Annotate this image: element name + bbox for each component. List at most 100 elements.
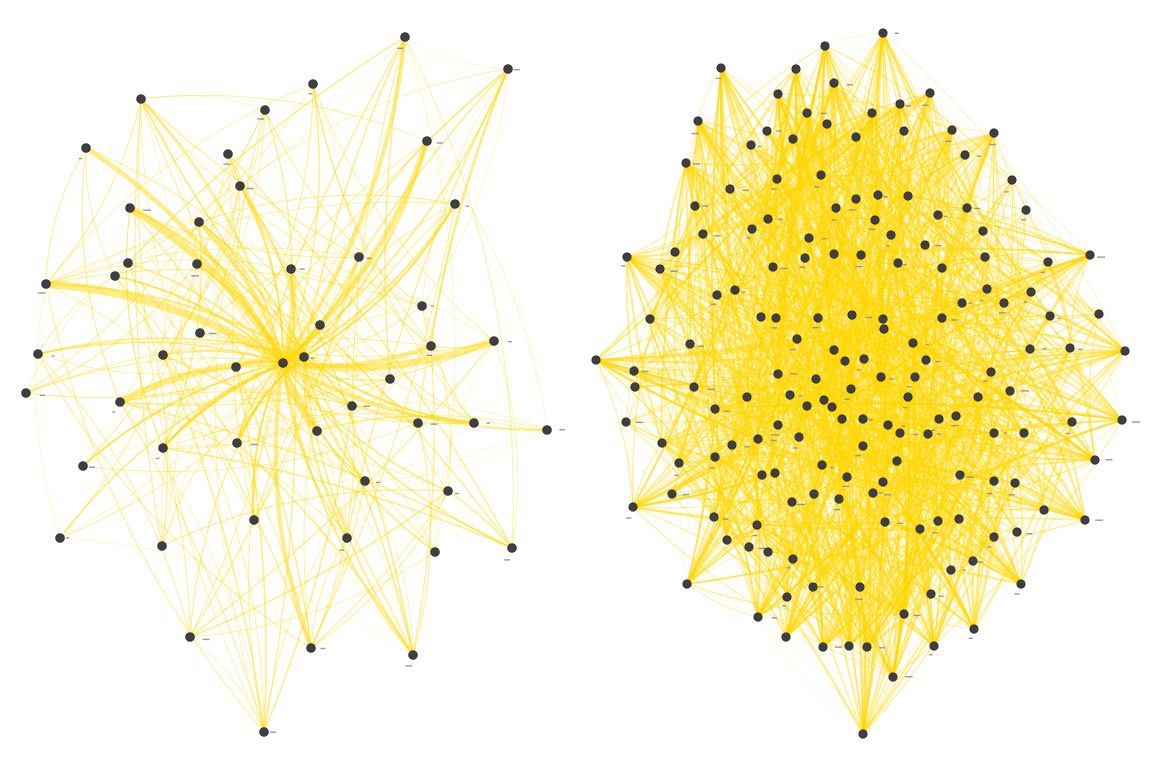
- graph-node[interactable]: [503, 64, 513, 74]
- graph-node[interactable]: [385, 374, 395, 384]
- graph-node[interactable]: [968, 556, 978, 566]
- graph-node[interactable]: [621, 417, 631, 427]
- graph-node[interactable]: [858, 414, 868, 424]
- graph-node[interactable]: [422, 136, 432, 146]
- graph-node[interactable]: [192, 259, 202, 269]
- graph-node[interactable]: [802, 401, 812, 411]
- graph-node[interactable]: [847, 310, 857, 320]
- graph-node[interactable]: [443, 486, 453, 496]
- graph-node[interactable]: [903, 191, 913, 201]
- graph-node[interactable]: [822, 119, 832, 129]
- graph-node[interactable]: [299, 352, 309, 362]
- graph-node[interactable]: [915, 524, 925, 534]
- graph-node[interactable]: [771, 313, 781, 323]
- graph-node[interactable]: [542, 425, 552, 435]
- graph-node[interactable]: [883, 420, 893, 430]
- graph-node[interactable]: [910, 372, 920, 382]
- graph-node[interactable]: [937, 313, 947, 323]
- graph-node[interactable]: [746, 140, 756, 150]
- graph-node[interactable]: [722, 535, 732, 545]
- graph-node[interactable]: [667, 489, 677, 499]
- graph-node[interactable]: [1080, 515, 1090, 525]
- graph-node[interactable]: [773, 89, 783, 99]
- graph-node[interactable]: [895, 428, 905, 438]
- graph-node[interactable]: [921, 355, 931, 365]
- graph-node[interactable]: [773, 420, 783, 430]
- graph-node[interactable]: [681, 158, 691, 168]
- graph-node[interactable]: [1010, 478, 1020, 488]
- graph-node[interactable]: [989, 128, 999, 138]
- graph-node[interactable]: [818, 642, 828, 652]
- graph-node[interactable]: [782, 592, 792, 602]
- graph-node[interactable]: [1120, 346, 1130, 356]
- graph-node[interactable]: [787, 497, 797, 507]
- graph-node[interactable]: [762, 126, 772, 136]
- graph-node[interactable]: [450, 199, 460, 209]
- graph-node[interactable]: [315, 320, 325, 330]
- graph-node[interactable]: [628, 502, 638, 512]
- graph-node[interactable]: [781, 632, 791, 642]
- graph-node[interactable]: [804, 233, 814, 243]
- graph-node[interactable]: [232, 438, 242, 448]
- graph-node[interactable]: [235, 181, 245, 191]
- graph-node[interactable]: [413, 418, 423, 428]
- graph-node[interactable]: [840, 356, 850, 366]
- graph-node[interactable]: [249, 515, 259, 525]
- graph-node[interactable]: [360, 476, 370, 486]
- graph-node[interactable]: [41, 279, 51, 289]
- graph-node[interactable]: [1039, 505, 1049, 515]
- graph-node[interactable]: [903, 392, 913, 402]
- graph-node[interactable]: [645, 314, 655, 324]
- graph-node[interactable]: [791, 64, 801, 74]
- graph-node[interactable]: [400, 32, 410, 42]
- graph-node[interactable]: [829, 249, 839, 259]
- graph-node[interactable]: [110, 271, 120, 281]
- graph-node[interactable]: [306, 643, 316, 653]
- graph-node[interactable]: [813, 313, 823, 323]
- graph-node[interactable]: [859, 354, 869, 364]
- graph-node[interactable]: [867, 108, 877, 118]
- graph-node[interactable]: [710, 404, 720, 414]
- graph-node[interactable]: [792, 334, 802, 344]
- graph-node[interactable]: [757, 470, 767, 480]
- graph-node[interactable]: [808, 582, 818, 592]
- graph-node[interactable]: [886, 230, 896, 240]
- graph-node[interactable]: [957, 298, 967, 308]
- graph-node[interactable]: [1065, 343, 1075, 353]
- graph-node[interactable]: [430, 547, 440, 557]
- graph-node[interactable]: [820, 41, 830, 51]
- graph-node[interactable]: [195, 328, 205, 338]
- graph-node[interactable]: [1019, 428, 1029, 438]
- graph-node[interactable]: [893, 258, 903, 268]
- graph-node[interactable]: [670, 247, 680, 257]
- graph-node[interactable]: [980, 252, 990, 262]
- graph-node[interactable]: [125, 203, 135, 213]
- graph-node[interactable]: [259, 727, 269, 737]
- graph-node[interactable]: [960, 150, 970, 160]
- graph-node[interactable]: [33, 349, 43, 359]
- graph-node[interactable]: [763, 547, 773, 557]
- graph-node[interactable]: [1021, 205, 1031, 215]
- graph-node[interactable]: [1025, 344, 1035, 354]
- graph-node[interactable]: [772, 174, 782, 184]
- graph-node[interactable]: [753, 612, 763, 622]
- graph-node[interactable]: [1043, 257, 1053, 267]
- graph-node[interactable]: [744, 542, 754, 552]
- graph-node[interactable]: [158, 443, 168, 453]
- graph-node[interactable]: [231, 362, 241, 372]
- graph-node[interactable]: [730, 285, 740, 295]
- graph-node[interactable]: [1012, 527, 1022, 537]
- graph-node[interactable]: [878, 28, 888, 38]
- graph-node[interactable]: [876, 372, 886, 382]
- graph-node[interactable]: [868, 488, 878, 498]
- graph-node[interactable]: [858, 729, 868, 739]
- graph-node[interactable]: [1094, 309, 1104, 319]
- graph-node[interactable]: [846, 384, 856, 394]
- graph-node[interactable]: [185, 632, 195, 642]
- graph-node[interactable]: [312, 426, 322, 436]
- graph-node[interactable]: [831, 203, 841, 213]
- graph-node[interactable]: [727, 440, 737, 450]
- graph-node[interactable]: [880, 517, 890, 527]
- graph-node[interactable]: [817, 460, 827, 470]
- graph-node[interactable]: [1117, 415, 1127, 425]
